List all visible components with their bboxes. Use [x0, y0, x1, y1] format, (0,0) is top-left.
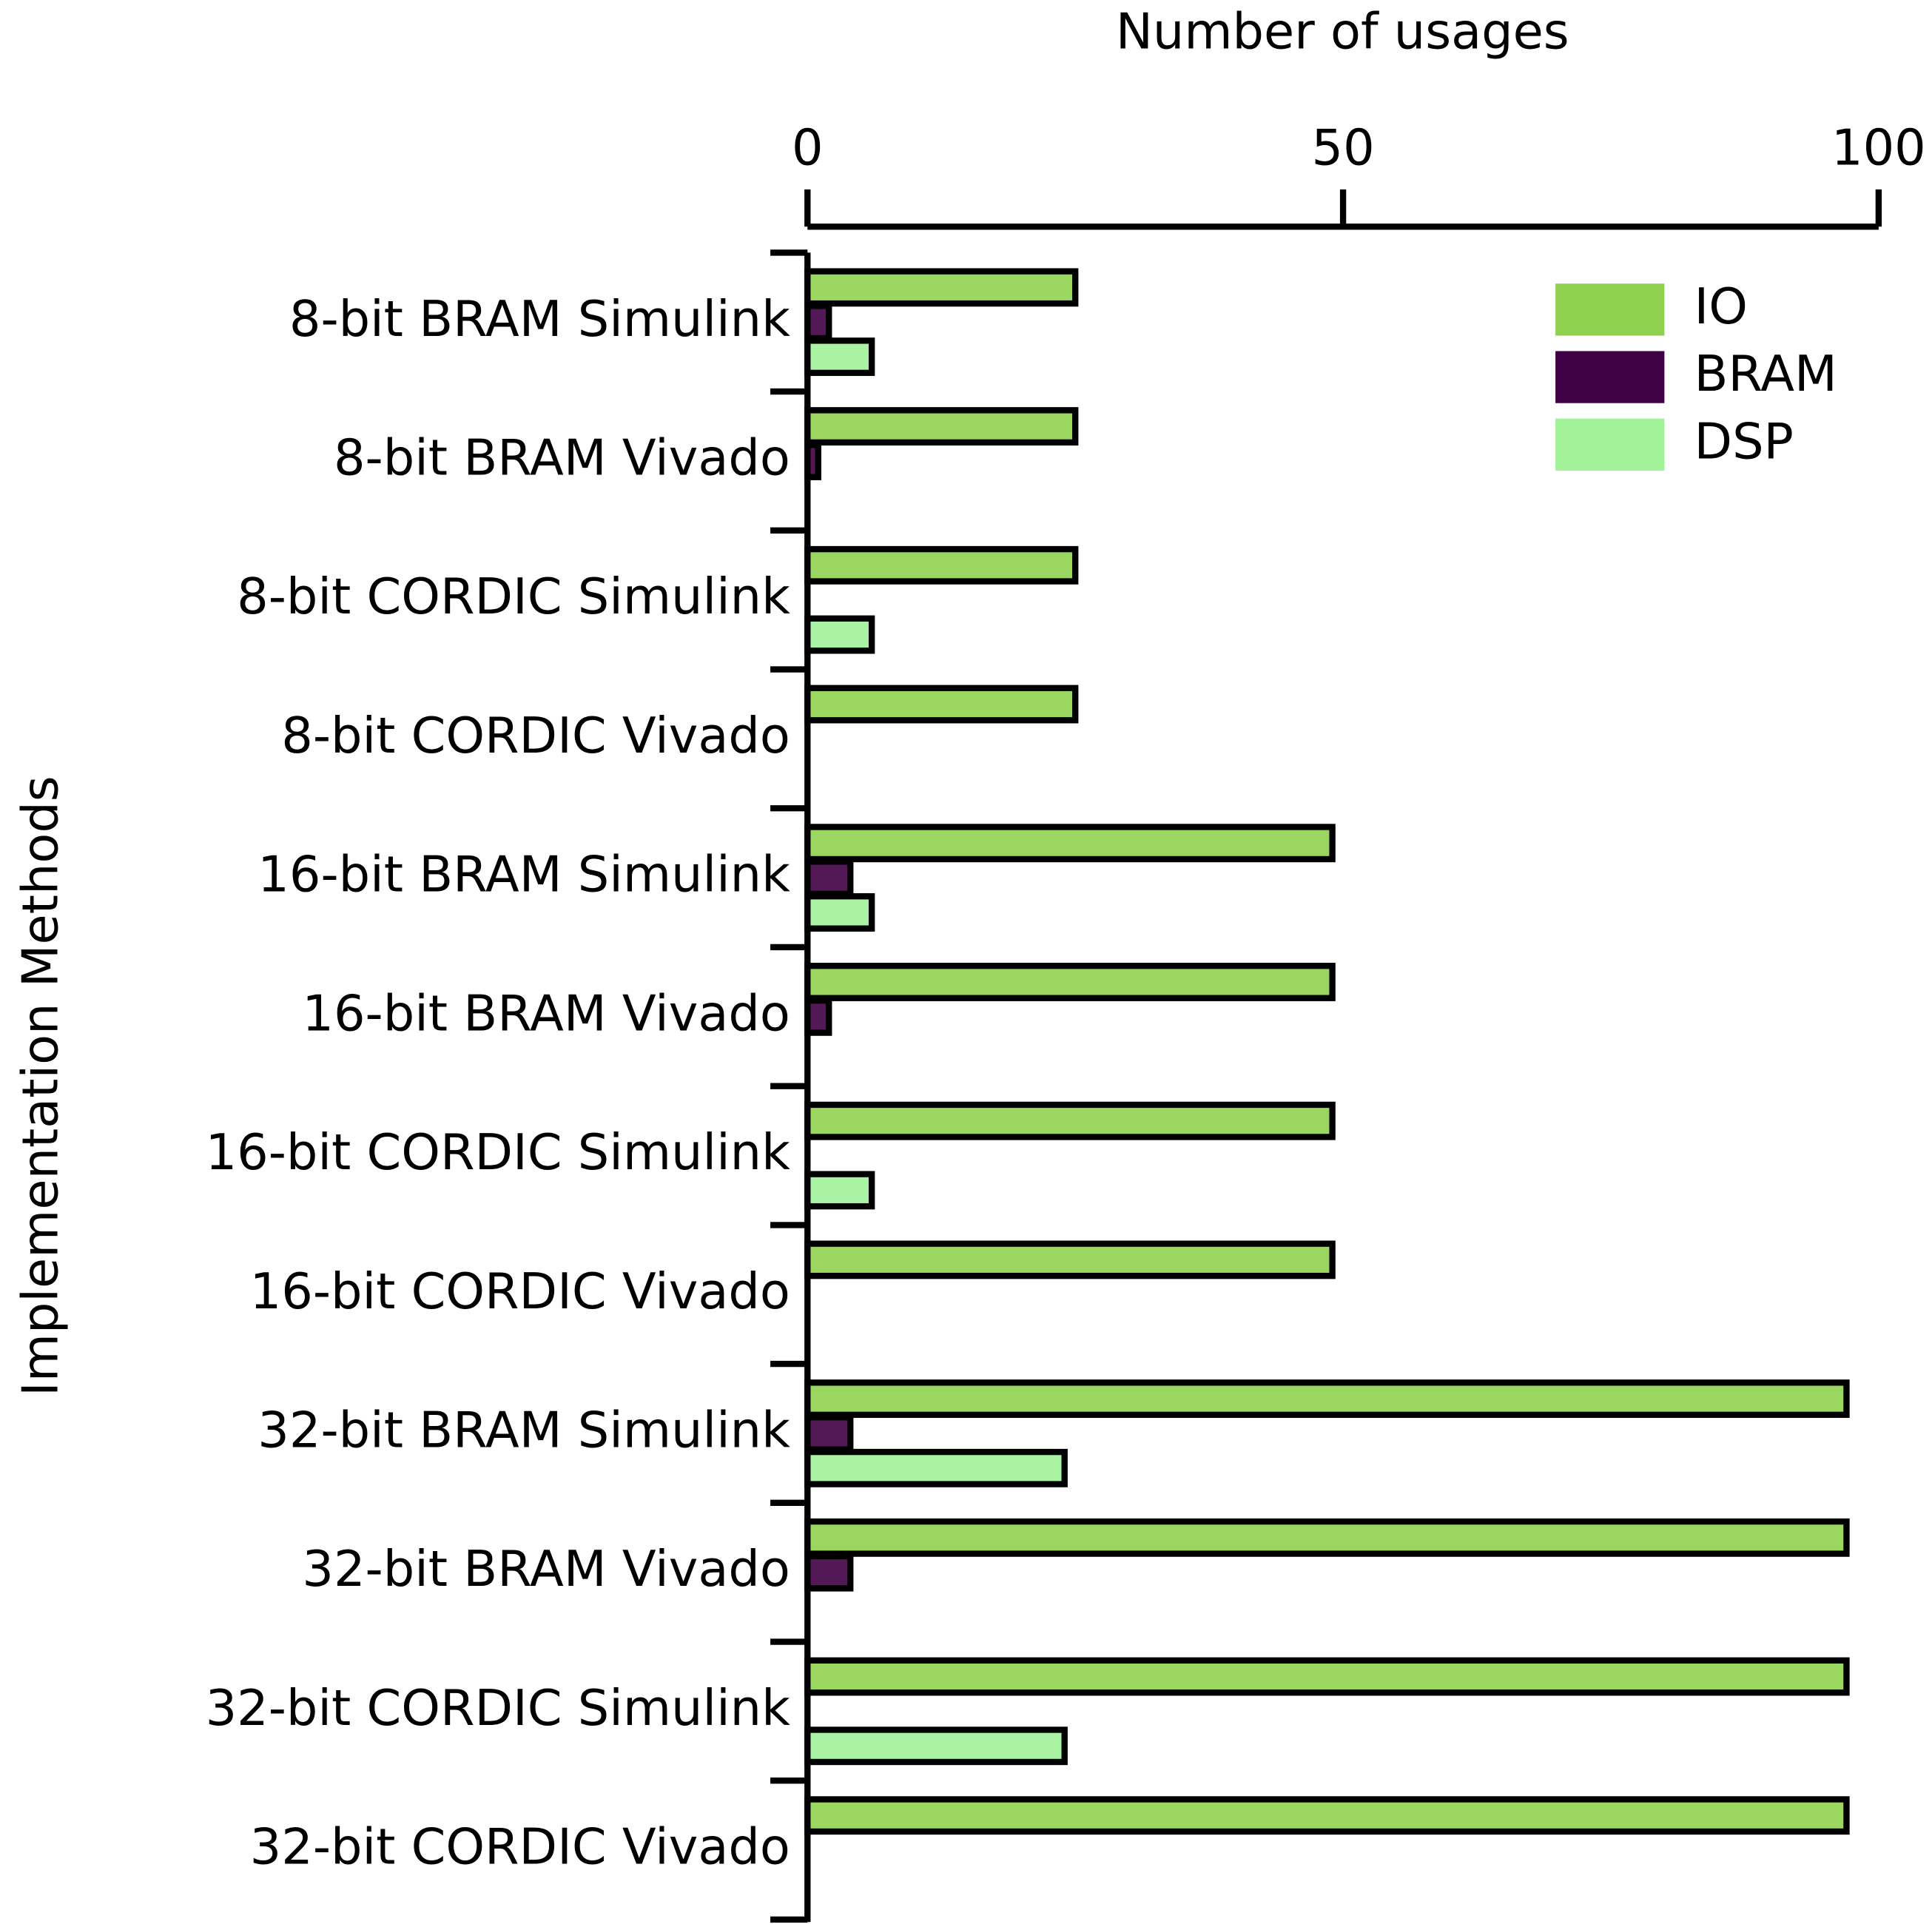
bar	[804, 1379, 1850, 1419]
legend-swatch	[1555, 351, 1665, 403]
bar	[804, 1553, 854, 1592]
bar	[804, 997, 832, 1036]
bar	[804, 1240, 1336, 1279]
y-tick-label: 8-bit CORDIC Vivado	[281, 707, 790, 764]
y-tick-label: 8-bit BRAM Vivado	[334, 429, 790, 487]
legend-label: BRAM	[1694, 345, 1837, 403]
y-tick-label: 32-bit CORDIC Vivado	[250, 1818, 790, 1876]
bar	[804, 1726, 1068, 1766]
bar	[804, 824, 1336, 863]
bar	[804, 1796, 1850, 1835]
y-tick-label: 16-bit CORDIC Vivado	[250, 1262, 790, 1320]
bar	[804, 407, 1079, 446]
bar	[804, 893, 875, 932]
x-tick-label: 0	[792, 119, 824, 177]
bar	[804, 1518, 1850, 1557]
x-tick-label: 50	[1311, 119, 1374, 177]
legend-swatch	[1555, 418, 1665, 471]
bar	[804, 685, 1079, 724]
y-tick-label: 8-bit BRAM Simulink	[289, 290, 790, 348]
legend-label: DSP	[1694, 412, 1794, 470]
y-tick-label: 32-bit CORDIC Simulink	[206, 1679, 791, 1737]
y-tick-label: 16-bit BRAM Vivado	[302, 984, 790, 1042]
legend-label: IO	[1694, 278, 1748, 335]
x-tick-label: 100	[1831, 119, 1926, 177]
bar	[804, 963, 1336, 1001]
bar	[804, 268, 1079, 307]
y-tick-label: 16-bit BRAM Simulink	[258, 846, 790, 904]
y-axis-title: Implementation Methods	[11, 776, 69, 1396]
bar	[804, 1448, 1068, 1487]
bar	[804, 1101, 1336, 1140]
y-tick-label: 16-bit CORDIC Simulink	[206, 1123, 791, 1181]
bar	[804, 442, 821, 480]
y-tick-label: 32-bit BRAM Vivado	[302, 1540, 790, 1598]
bar	[804, 545, 1079, 585]
bar	[804, 303, 832, 342]
bar	[804, 337, 875, 377]
bar	[804, 858, 854, 898]
bar	[804, 1657, 1850, 1696]
y-tick-label: 32-bit BRAM Simulink	[258, 1402, 790, 1459]
y-tick-label: 8-bit CORDIC Simulink	[237, 568, 790, 625]
x-axis-title: Number of usages	[1116, 2, 1569, 60]
bar	[804, 1171, 875, 1210]
legend-swatch	[1555, 283, 1665, 336]
bar	[804, 615, 875, 654]
bar	[804, 1414, 854, 1453]
